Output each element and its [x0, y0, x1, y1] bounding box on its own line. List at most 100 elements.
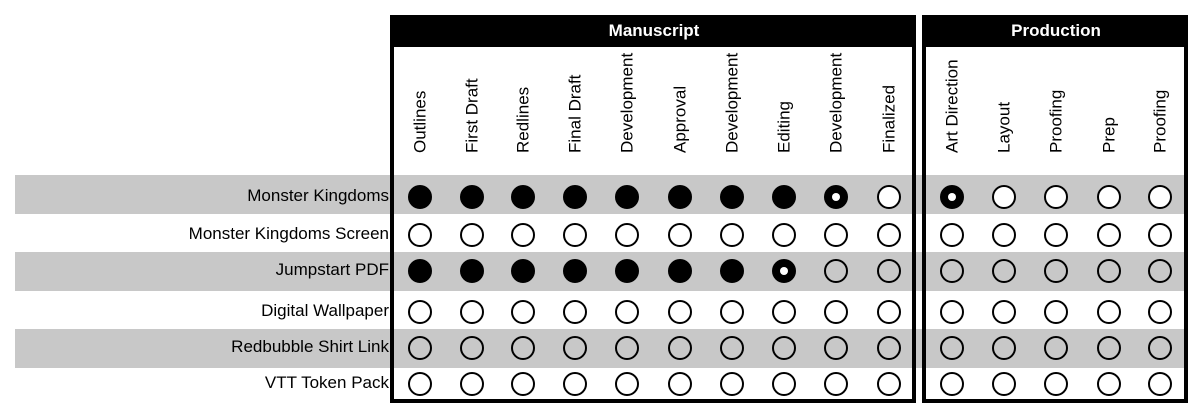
status-marker-done — [511, 185, 535, 209]
status-marker-not-started — [992, 259, 1016, 283]
status-marker-not-started — [992, 300, 1016, 324]
status-marker-not-started — [511, 223, 535, 247]
column-header-label: Art Direction — [942, 59, 962, 153]
status-marker-not-started — [563, 336, 587, 360]
status-marker-not-started — [1097, 223, 1121, 247]
status-marker-done — [408, 259, 432, 283]
status-marker-done — [563, 185, 587, 209]
status-marker-not-started — [563, 372, 587, 396]
status-marker-not-started — [1097, 336, 1121, 360]
column-header: Development — [601, 52, 653, 172]
status-marker-not-started — [1148, 336, 1172, 360]
status-marker-not-started — [1097, 372, 1121, 396]
column-header: Proofing — [1134, 52, 1186, 172]
status-marker-not-started — [824, 336, 848, 360]
status-marker-not-started — [511, 336, 535, 360]
status-marker-done — [668, 185, 692, 209]
column-header: Final Draft — [549, 52, 601, 172]
status-marker-not-started — [720, 372, 744, 396]
status-marker-not-started — [877, 185, 901, 209]
status-marker-not-started — [877, 300, 901, 324]
status-marker-not-started — [563, 300, 587, 324]
status-marker-not-started — [940, 223, 964, 247]
status-marker-not-started — [615, 372, 639, 396]
status-marker-in-progress — [772, 259, 796, 283]
row-label: VTT Token Pack — [264, 373, 389, 392]
status-marker-not-started — [511, 300, 535, 324]
column-header: Outlines — [394, 52, 446, 172]
status-marker-not-started — [772, 300, 796, 324]
status-marker-not-started — [408, 336, 432, 360]
status-marker-not-started — [408, 300, 432, 324]
status-marker-not-started — [877, 259, 901, 283]
column-header: Layout — [978, 52, 1030, 172]
status-marker-not-started — [615, 336, 639, 360]
column-header-label: First Draft — [462, 78, 482, 153]
column-header: First Draft — [446, 52, 498, 172]
status-marker-not-started — [824, 223, 848, 247]
status-marker-not-started — [511, 372, 535, 396]
status-marker-not-started — [1044, 223, 1068, 247]
status-marker-not-started — [1097, 185, 1121, 209]
status-marker-not-started — [1044, 185, 1068, 209]
status-marker-in-progress — [824, 185, 848, 209]
status-marker-not-started — [460, 336, 484, 360]
status-marker-not-started — [615, 300, 639, 324]
status-marker-not-started — [992, 372, 1016, 396]
status-marker-done — [668, 259, 692, 283]
column-header-label: Proofing — [1046, 89, 1066, 153]
column-header: Approval — [654, 52, 706, 172]
status-marker-in-progress — [940, 185, 964, 209]
status-marker-not-started — [772, 336, 796, 360]
status-marker-not-started — [1097, 300, 1121, 324]
status-marker-not-started — [992, 223, 1016, 247]
column-header: Editing — [758, 52, 810, 172]
status-marker-not-started — [563, 223, 587, 247]
column-header-label: Final Draft — [565, 74, 585, 153]
row-band — [15, 252, 1187, 291]
status-marker-done — [772, 185, 796, 209]
column-header-label: Layout — [994, 101, 1014, 153]
status-marker-not-started — [824, 372, 848, 396]
row-label: Redbubble Shirt Link — [231, 337, 389, 356]
status-marker-not-started — [1148, 372, 1172, 396]
column-header-label: Development — [722, 52, 742, 153]
status-marker-not-started — [877, 372, 901, 396]
status-marker-not-started — [460, 300, 484, 324]
column-header-label: Development — [826, 52, 846, 153]
column-header-label: Outlines — [410, 90, 430, 153]
status-marker-not-started — [460, 372, 484, 396]
status-marker-not-started — [772, 223, 796, 247]
status-marker-not-started — [1148, 185, 1172, 209]
group-header-manuscript: Manuscript — [392, 15, 916, 47]
status-marker-not-started — [460, 223, 484, 247]
column-header: Prep — [1083, 52, 1135, 172]
column-header-label: Editing — [774, 101, 794, 153]
column-header-label: Redlines — [513, 86, 533, 153]
column-header-label: Prep — [1099, 117, 1119, 153]
status-marker-not-started — [720, 223, 744, 247]
status-marker-not-started — [940, 336, 964, 360]
status-marker-not-started — [408, 223, 432, 247]
status-marker-not-started — [940, 300, 964, 324]
row-label: Jumpstart PDF — [275, 260, 389, 279]
status-marker-not-started — [772, 372, 796, 396]
status-marker-done — [460, 185, 484, 209]
column-header: Finalized — [863, 52, 915, 172]
row-band — [15, 329, 1187, 368]
row-label: Digital Wallpaper — [261, 301, 389, 320]
column-header: Development — [706, 52, 758, 172]
status-marker-done — [563, 259, 587, 283]
status-marker-not-started — [720, 336, 744, 360]
column-header-label: Proofing — [1150, 89, 1170, 153]
status-marker-not-started — [940, 259, 964, 283]
column-header-label: Finalized — [879, 84, 899, 153]
status-marker-not-started — [1044, 259, 1068, 283]
row-label: Monster Kingdoms Screen — [188, 224, 389, 243]
status-marker-not-started — [668, 372, 692, 396]
status-marker-not-started — [1148, 223, 1172, 247]
status-marker-not-started — [1148, 300, 1172, 324]
status-marker-not-started — [408, 372, 432, 396]
status-marker-not-started — [1097, 259, 1121, 283]
status-marker-done — [460, 259, 484, 283]
